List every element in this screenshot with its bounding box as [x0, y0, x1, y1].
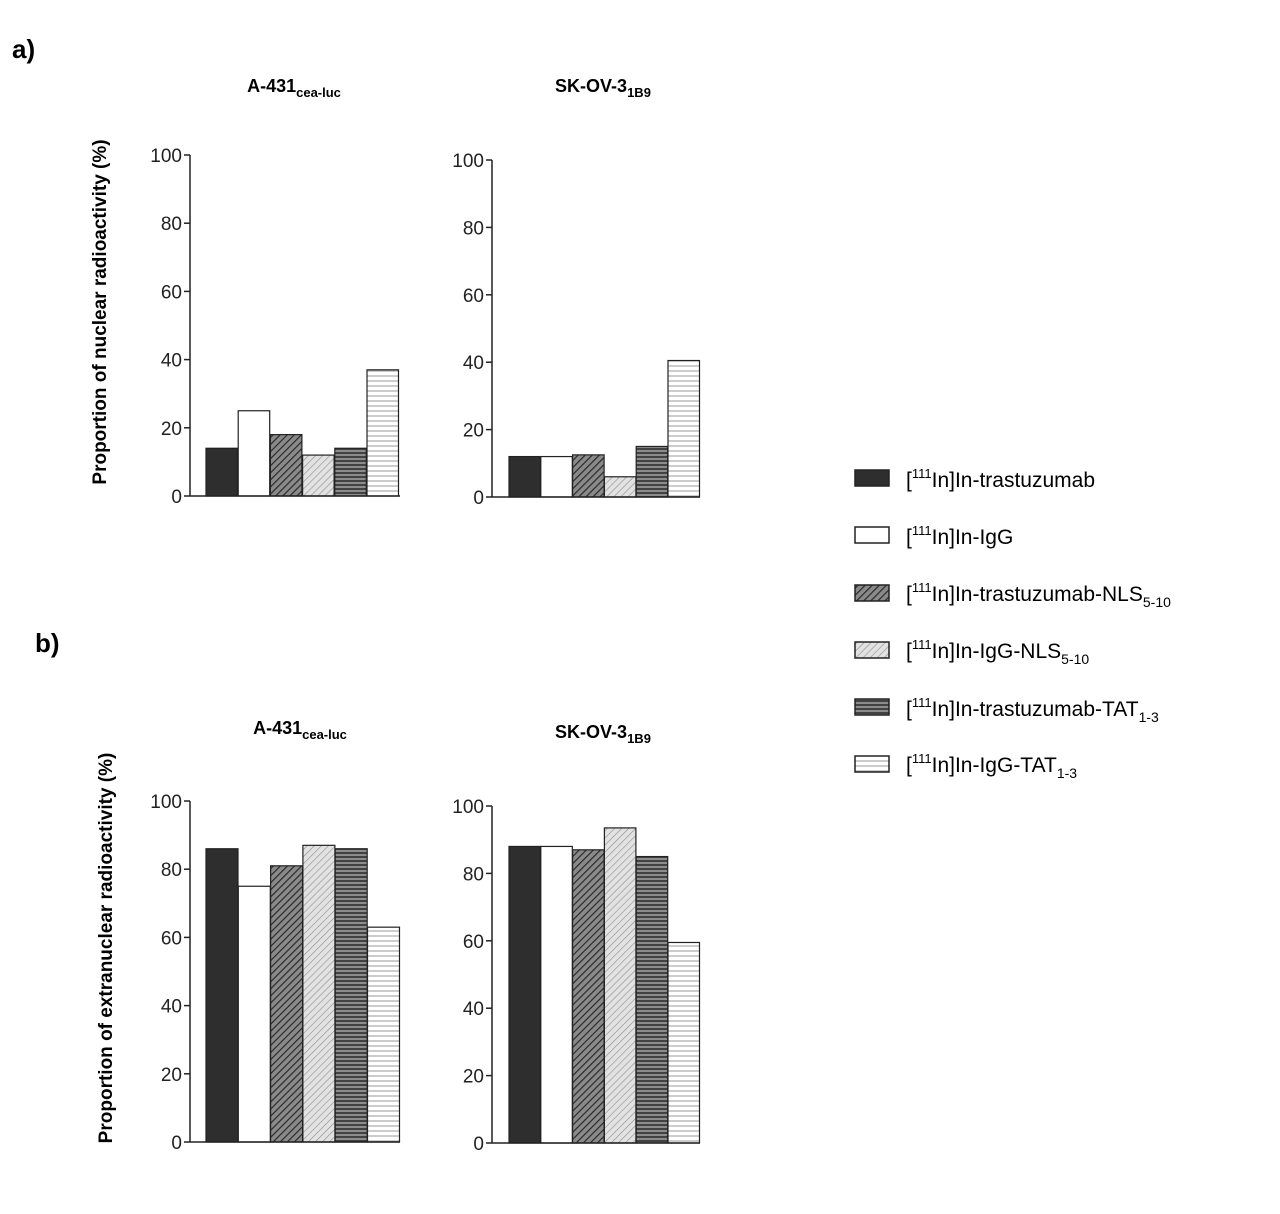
- bar: [508, 845, 542, 1144]
- legend-item: [111In]In-trastuzumab-NLS5-10: [854, 580, 1171, 610]
- y-tick-label: 40: [463, 999, 484, 1020]
- bar: [540, 455, 573, 498]
- panel-b-label: b): [35, 628, 60, 658]
- legend-item: [111In]In-trastuzumab: [854, 466, 1095, 492]
- y-axis-label-b: Proportion of extranuclear radioactivity…: [96, 753, 117, 1144]
- bar: [571, 849, 605, 1144]
- bar: [603, 476, 637, 498]
- y-tick-label: 40: [161, 351, 182, 372]
- y-tick-label: 40: [463, 353, 484, 374]
- bar: [302, 454, 335, 497]
- legend-item: [111In]In-IgG-NLS5-10: [854, 637, 1089, 667]
- bar: [237, 885, 271, 1143]
- y-tick-label: 80: [463, 864, 484, 885]
- legend-label: [111In]In-trastuzumab-TAT1-3: [906, 695, 1159, 725]
- y-tick-label: 100: [452, 797, 484, 818]
- legend-label: [111In]In-trastuzumab-NLS5-10: [906, 580, 1171, 610]
- bar: [635, 445, 669, 498]
- bar: [667, 359, 701, 498]
- bar: [302, 844, 336, 1143]
- bar: [205, 447, 239, 497]
- bar: [334, 848, 368, 1143]
- legend-swatch: [854, 755, 890, 773]
- legend-item: [111In]In-IgG: [854, 523, 1013, 549]
- bar: [366, 369, 400, 497]
- chart-title: A-431cea-luc: [247, 76, 341, 100]
- y-tick-label: 0: [473, 488, 484, 509]
- y-tick-label: 20: [161, 1065, 182, 1086]
- y-tick-label: 40: [161, 997, 182, 1018]
- legend-label: [111In]In-trastuzumab: [906, 466, 1095, 492]
- y-tick-label: 100: [452, 151, 484, 172]
- bar: [270, 865, 304, 1143]
- chart-a-skov3: SK-OV-31B9 0 20 40 60 80 100: [452, 76, 701, 509]
- y-tick-label: 0: [171, 487, 182, 508]
- y-tick-label: 60: [463, 286, 484, 307]
- y-tick-label: 20: [463, 1067, 484, 1088]
- y-tick-label: 80: [161, 214, 182, 235]
- bar: [269, 434, 303, 497]
- y-tick-label: 80: [463, 218, 484, 239]
- chart-title: A-431cea-luc: [253, 718, 347, 742]
- bar: [366, 926, 401, 1143]
- y-tick-label: 20: [161, 419, 182, 440]
- y-tick-label: 100: [150, 792, 182, 813]
- y-tick-label: 60: [161, 282, 182, 303]
- chart-a-a431: A-431cea-luc 0 20 40 60 80 100: [150, 76, 400, 508]
- bar: [667, 941, 701, 1144]
- legend-swatch: [854, 698, 890, 716]
- legend-swatch: [854, 584, 890, 602]
- bar: [540, 845, 573, 1144]
- bar: [635, 855, 669, 1144]
- legend-swatch: [854, 526, 890, 544]
- legend: [111In]In-trastuzumab [111In]In-IgG [111…: [854, 466, 1171, 781]
- legend-item: [111In]In-trastuzumab-TAT1-3: [854, 695, 1159, 725]
- y-tick-label: 60: [161, 928, 182, 949]
- y-tick-label: 100: [150, 146, 182, 167]
- bar: [603, 827, 637, 1144]
- bar: [205, 848, 239, 1143]
- chart-title: SK-OV-31B9: [555, 76, 651, 100]
- y-axis-label-a: Proportion of nuclear radioactivity (%): [90, 139, 111, 484]
- y-tick-label: 20: [463, 421, 484, 442]
- legend-label: [111In]In-IgG-NLS5-10: [906, 637, 1089, 667]
- legend-swatch: [854, 641, 890, 659]
- chart-title: SK-OV-31B9: [555, 722, 651, 746]
- bar: [508, 455, 542, 498]
- chart-b-skov3: SK-OV-31B9 0 20 40 60 80 100: [452, 722, 701, 1155]
- legend-label: [111In]In-IgG: [906, 523, 1013, 549]
- bar: [571, 454, 605, 498]
- bar: [334, 447, 367, 497]
- legend-item: [111In]In-IgG-TAT1-3: [854, 751, 1077, 781]
- bar: [237, 410, 271, 497]
- chart-b-a431: A-431cea-luc 0 20 40 60 80 100: [150, 718, 401, 1154]
- y-tick-label: 0: [171, 1133, 182, 1154]
- legend-swatch: [854, 469, 890, 487]
- y-tick-label: 0: [473, 1134, 484, 1155]
- y-tick-label: 80: [161, 860, 182, 881]
- y-tick-label: 60: [463, 932, 484, 953]
- panel-a-label: a): [12, 34, 35, 64]
- legend-label: [111In]In-IgG-TAT1-3: [906, 751, 1077, 781]
